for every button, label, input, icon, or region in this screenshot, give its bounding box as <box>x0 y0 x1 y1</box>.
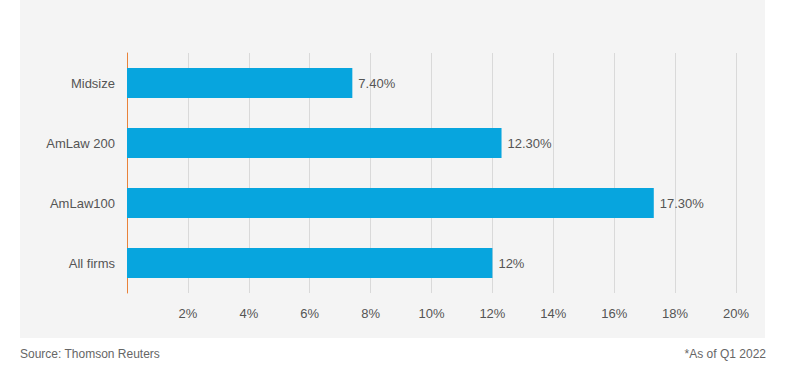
svg-text:12%: 12% <box>498 256 524 271</box>
svg-text:10%: 10% <box>418 306 444 321</box>
svg-text:6%: 6% <box>300 306 319 321</box>
svg-text:Source: Thomson Reuters: Source: Thomson Reuters <box>20 347 160 361</box>
svg-text:16%: 16% <box>601 306 627 321</box>
svg-text:*As of Q1 2022: *As of Q1 2022 <box>685 347 767 361</box>
svg-text:Midsize: Midsize <box>71 76 115 91</box>
svg-text:7.40%: 7.40% <box>358 76 395 91</box>
svg-text:20%: 20% <box>723 306 749 321</box>
svg-text:12%: 12% <box>479 306 505 321</box>
svg-text:All firms: All firms <box>69 256 116 271</box>
svg-text:4%: 4% <box>239 306 258 321</box>
svg-text:18%: 18% <box>662 306 688 321</box>
svg-text:AmLaw 200: AmLaw 200 <box>46 136 115 151</box>
svg-text:17.30%: 17.30% <box>660 196 705 211</box>
svg-text:8%: 8% <box>361 306 380 321</box>
svg-text:2%: 2% <box>179 306 198 321</box>
svg-text:AmLaw100: AmLaw100 <box>50 196 115 211</box>
svg-text:12.30%: 12.30% <box>508 136 553 151</box>
svg-text:14%: 14% <box>540 306 566 321</box>
